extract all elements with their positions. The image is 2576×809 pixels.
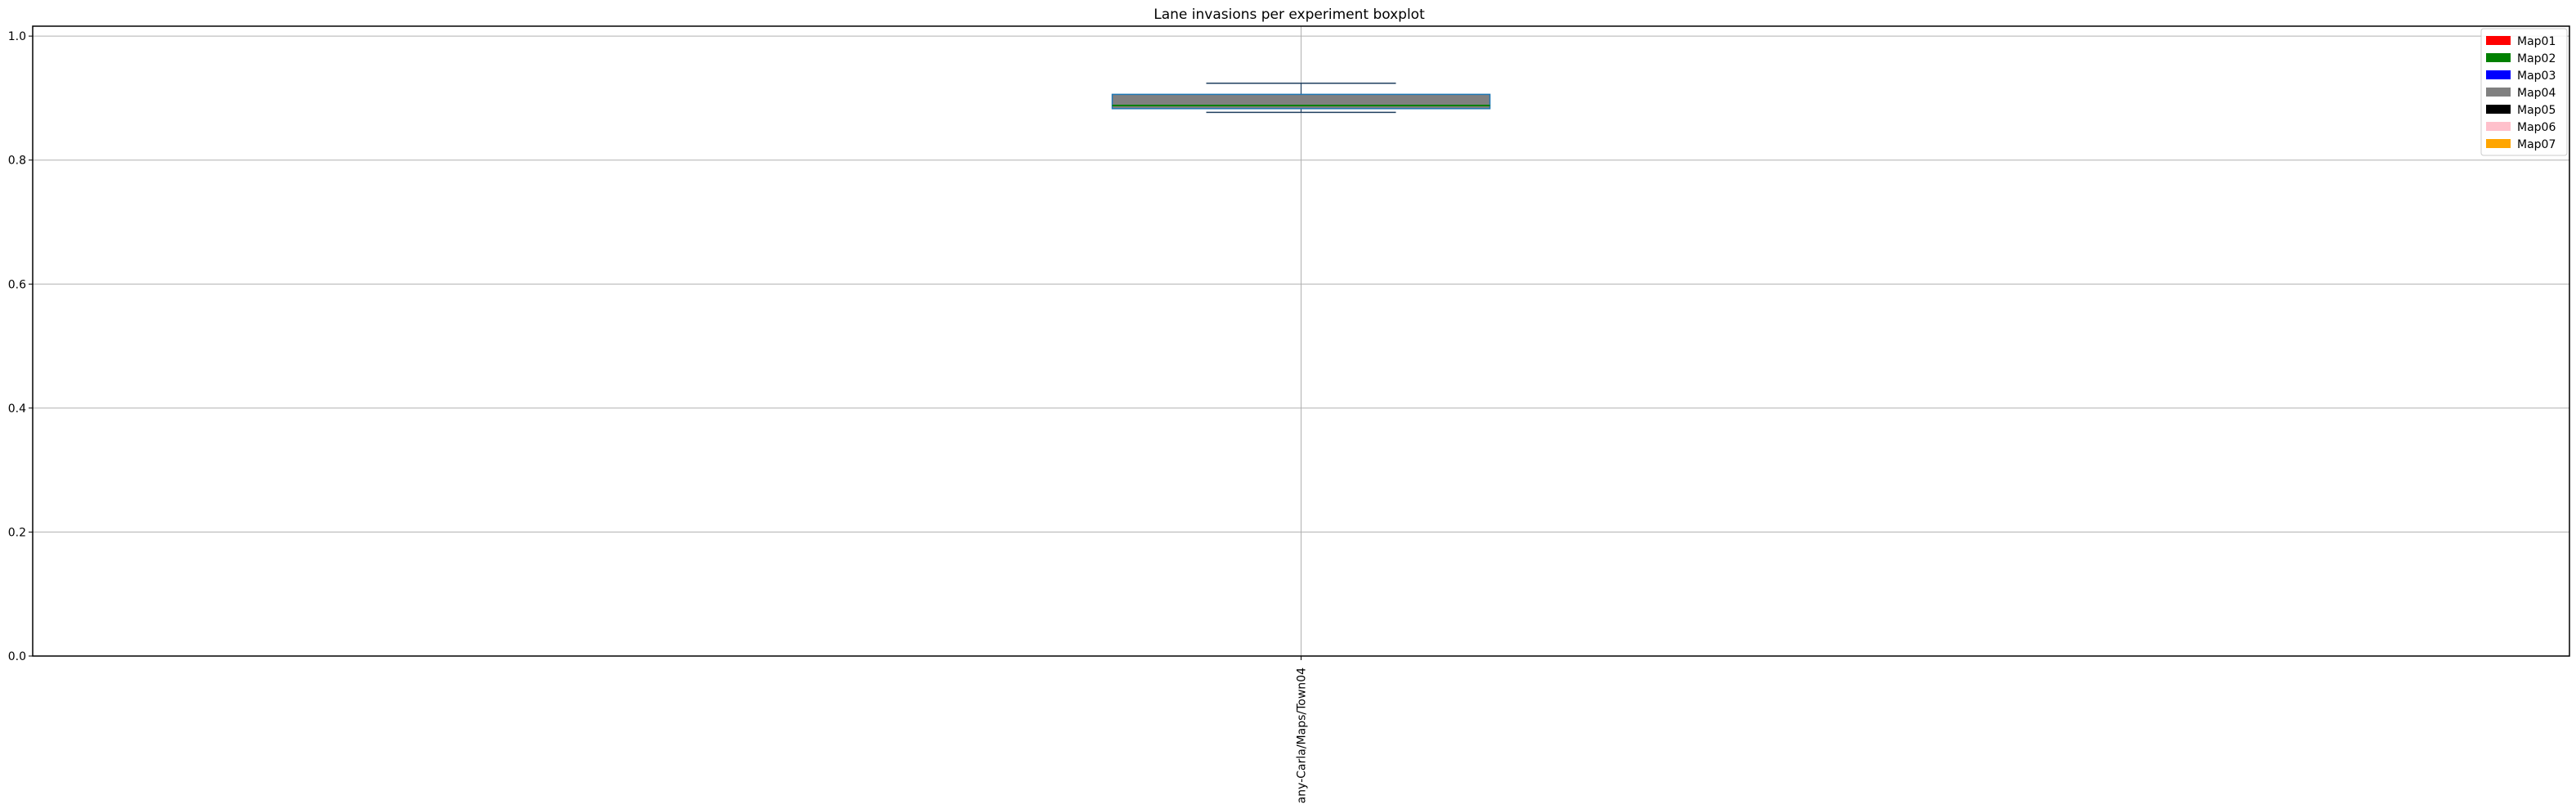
legend-swatch (2486, 105, 2511, 114)
x-tick-label: any-Carla/Maps/Town04 (1296, 667, 1309, 803)
chart-title: Lane invasions per experiment boxplot (1154, 7, 1425, 23)
y-tick-label: 0.8 (8, 155, 26, 168)
legend-swatch (2486, 88, 2511, 97)
y-tick-label: 0.6 (8, 278, 26, 291)
box-group (1111, 82, 1491, 114)
y-tick-label: 0.0 (8, 650, 26, 663)
y-tick-label: 1.0 (8, 30, 26, 43)
legend-label: Map04 (2517, 87, 2556, 100)
legend-label: Map07 (2517, 138, 2556, 151)
legend-swatch (2486, 53, 2511, 62)
legend-label: Map05 (2517, 104, 2556, 117)
legend-swatch (2486, 122, 2511, 131)
legend-label: Map06 (2517, 121, 2556, 134)
y-tick-label: 0.2 (8, 526, 26, 539)
y-tick-label: 0.4 (8, 402, 26, 416)
legend-label: Map03 (2517, 70, 2556, 83)
legend: Map01 Map02 Map03 Map04 Map05 Map06 Map07 (2480, 28, 2568, 156)
box-layer (1111, 82, 1491, 114)
legend-label: Map02 (2517, 52, 2556, 65)
iqr-box (1111, 93, 1491, 110)
legend-swatch (2486, 70, 2511, 79)
axis-layer: 0.0 0.2 0.4 0.6 0.8 1.0 any-Carla/Maps/Town04 (8, 30, 1309, 803)
legend-swatch (2486, 36, 2511, 45)
legend-label: Map01 (2517, 35, 2556, 48)
legend-swatch (2486, 139, 2511, 148)
